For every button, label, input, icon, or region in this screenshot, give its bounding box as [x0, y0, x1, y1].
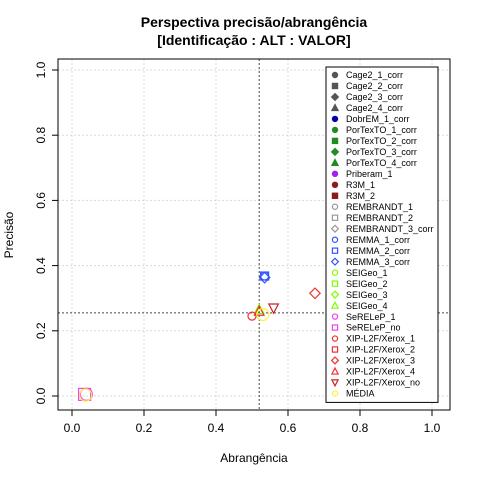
legend-label: SEIGeo_3 [346, 290, 388, 300]
legend-marker [330, 300, 340, 309]
legend-label: XIP-L2F/Xerox_4 [346, 367, 415, 377]
legend-label: Cage2_4_corr [346, 103, 403, 113]
legend-label: Cage2_1_corr [346, 70, 403, 80]
y-tick-label: 0.4 [34, 257, 48, 274]
legend-marker [331, 82, 339, 90]
legend-label: Cage2_2_corr [346, 81, 403, 91]
legend-marker [331, 335, 339, 342]
data-point [258, 271, 271, 284]
legend-label: Priberam_1 [346, 169, 393, 179]
legend-label: SEIGeo_4 [346, 301, 388, 311]
legend-marker [331, 324, 339, 331]
legend-label: REMBRANDT_1 [346, 202, 413, 212]
legend-label: REMMA_3_corr [346, 257, 410, 267]
legend-box [325, 66, 439, 403]
legend-marker [331, 203, 339, 210]
legend-label: XIP-L2F/Xerox_3 [346, 356, 415, 366]
x-axis-label: Abrangência [220, 451, 288, 465]
legend-marker [331, 390, 339, 397]
data-point [308, 287, 322, 300]
legend-marker [331, 214, 339, 221]
legend-marker [331, 115, 339, 123]
x-tick-label: 0.2 [136, 421, 153, 435]
x-tick-label: 0.4 [208, 421, 225, 435]
plot-frame [57, 58, 451, 411]
axes: 0.0 0.2 0.4 0.6 0.8 1.0 0.0 0.2 0.4 0.6 0.8 1.0 [34, 61, 441, 435]
legend-marker [331, 313, 339, 320]
legend-marker [330, 158, 340, 167]
legend-marker [331, 192, 339, 199]
legend-marker [331, 280, 339, 287]
legend-label: R3M_2 [346, 191, 375, 201]
chart-title: Perspectiva precisão/abrangência [141, 14, 368, 30]
x-tick-label: 0.8 [352, 421, 369, 435]
legend-marker [331, 71, 339, 79]
legend: Cage2_1_corrCage2_2_corrCage2_3_corrCage… [325, 66, 439, 403]
legend-marker [331, 126, 339, 134]
y-tick-label: 0.2 [34, 322, 48, 339]
legend-marker [331, 181, 339, 188]
legend-label: PorTexTO_2_corr [346, 136, 417, 146]
legend-marker [330, 379, 340, 388]
legend-label: SEIGeo_1 [346, 268, 388, 278]
legend-label: SeRELeP_no [346, 323, 401, 333]
legend-label: REMMA_2_corr [346, 246, 410, 256]
legend-marker [331, 269, 339, 276]
legend-label: XIP-L2F/Xerox_2 [346, 345, 415, 355]
x-tick-label: 0.6 [280, 421, 297, 435]
legend-label: DobrEM_1_corr [346, 114, 410, 124]
legend-marker [331, 346, 339, 353]
y-tick-label: 0.6 [34, 192, 48, 209]
legend-label: SeRELeP_1 [346, 312, 396, 322]
legend-label: PorTexTO_4_corr [346, 158, 417, 168]
y-tick-label: 0.8 [34, 127, 48, 144]
y-axis-label: Precisão [2, 211, 16, 258]
legend-label: REMBRANDT_3_corr [346, 224, 434, 234]
data-point [253, 304, 265, 316]
legend-marker [330, 224, 340, 233]
data-point [247, 311, 257, 321]
legend-marker [330, 147, 340, 157]
legend-marker [331, 137, 339, 145]
legend-marker [331, 170, 339, 178]
x-tick-label: 1.0 [424, 421, 441, 435]
legend-marker [331, 236, 339, 243]
legend-label: PorTexTO_1_corr [346, 125, 417, 135]
legend-label: PorTexTO_3_corr [346, 147, 417, 157]
chart-subtitle: [Identificação : ALT : VALOR] [157, 32, 350, 48]
legend-label: XIP-L2F/Xerox_1 [346, 334, 415, 344]
legend-label: SEIGeo_2 [346, 279, 388, 289]
legend-marker [330, 290, 340, 299]
legend-label: Cage2_3_corr [346, 92, 403, 102]
legend-label: XIP-L2F/Xerox_no [346, 378, 420, 388]
legend-marker [330, 356, 340, 365]
data-point [79, 388, 93, 402]
legend-label: REMMA_1_corr [346, 235, 410, 245]
y-tick-label: 1.0 [34, 61, 48, 78]
legend-label: R3M_1 [346, 180, 375, 190]
legend-marker [330, 92, 340, 102]
legend-marker [330, 103, 340, 112]
data-points [77, 257, 345, 402]
legend-marker [330, 366, 340, 375]
data-point [267, 303, 280, 315]
legend-marker [331, 247, 339, 254]
data-point [256, 307, 270, 322]
legend-marker [330, 257, 340, 266]
legend-label: MÉDIA [346, 389, 375, 399]
x-tick-label: 0.0 [64, 421, 81, 435]
y-tick-label: 0.0 [34, 387, 48, 404]
legend-label: REMBRANDT_2 [346, 213, 413, 223]
